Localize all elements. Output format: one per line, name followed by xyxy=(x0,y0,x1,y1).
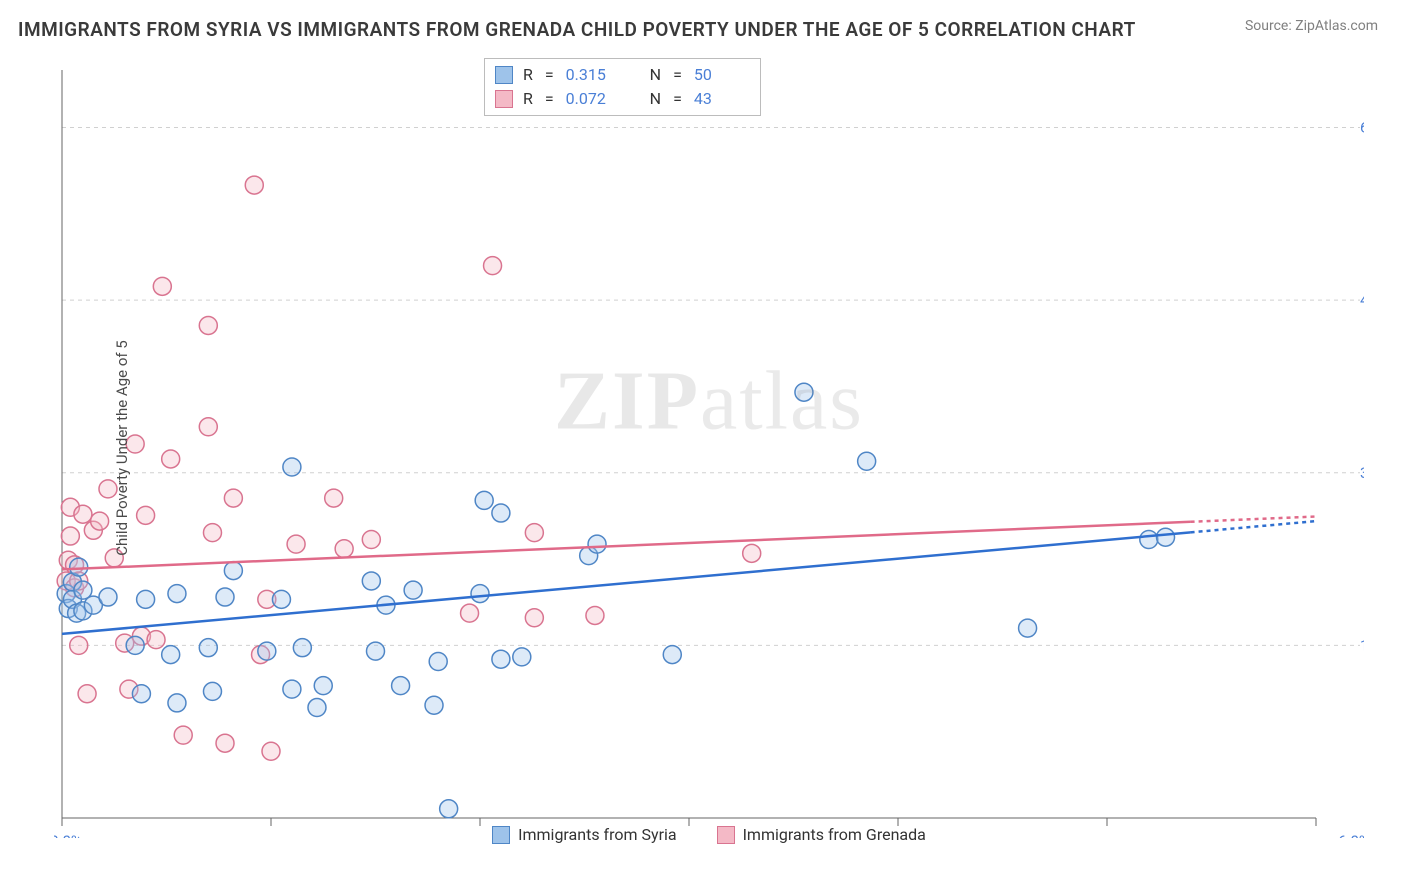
correlation-legend: R=0.315N=50R=0.072N=43 xyxy=(484,58,761,116)
point-grenada xyxy=(335,540,353,558)
point-syria xyxy=(168,694,186,712)
point-grenada xyxy=(61,527,79,545)
trendline-syria-extrapolated xyxy=(1191,521,1316,532)
point-grenada xyxy=(153,277,171,295)
point-grenada xyxy=(586,606,604,624)
point-syria xyxy=(858,452,876,470)
series-legend: Immigrants from Syria Immigrants from Gre… xyxy=(54,825,1364,844)
point-grenada xyxy=(70,636,88,654)
point-grenada xyxy=(325,489,343,507)
source-attribution: Source: ZipAtlas.com xyxy=(1245,18,1378,34)
point-grenada xyxy=(174,726,192,744)
point-grenada xyxy=(245,176,263,194)
point-syria xyxy=(258,642,276,660)
svg-text:60.0%: 60.0% xyxy=(1360,119,1364,137)
legend-swatch xyxy=(717,826,735,844)
trendline-grenada-extrapolated xyxy=(1191,516,1316,521)
point-syria xyxy=(272,590,290,608)
point-syria xyxy=(70,558,88,576)
point-syria xyxy=(475,491,493,509)
svg-text:30.0%: 30.0% xyxy=(1360,464,1364,482)
point-syria xyxy=(168,585,186,603)
point-grenada xyxy=(199,316,217,334)
point-grenada xyxy=(362,531,380,549)
point-syria xyxy=(137,590,155,608)
trendline-syria xyxy=(62,532,1191,633)
point-syria xyxy=(1019,619,1037,637)
legend-swatch xyxy=(495,90,513,108)
point-grenada xyxy=(78,685,96,703)
point-syria xyxy=(132,685,150,703)
point-syria xyxy=(126,636,144,654)
point-syria xyxy=(314,677,332,695)
point-grenada xyxy=(525,524,543,542)
svg-text:45.0%: 45.0% xyxy=(1360,291,1364,309)
point-syria xyxy=(588,535,606,553)
svg-text:15.0%: 15.0% xyxy=(1360,636,1364,654)
point-syria xyxy=(1157,528,1175,546)
legend-swatch xyxy=(495,66,513,84)
y-axis-label: Child Poverty Under the Age of 5 xyxy=(113,340,131,556)
point-syria xyxy=(308,699,326,717)
point-grenada xyxy=(147,631,165,649)
point-syria xyxy=(293,639,311,657)
point-syria xyxy=(99,588,117,606)
point-syria xyxy=(425,696,443,714)
point-grenada xyxy=(162,450,180,468)
point-syria xyxy=(392,677,410,695)
trendline-grenada xyxy=(62,522,1191,570)
point-grenada xyxy=(216,734,234,752)
point-grenada xyxy=(203,524,221,542)
point-grenada xyxy=(91,512,109,530)
point-grenada xyxy=(262,742,280,760)
point-grenada xyxy=(484,257,502,275)
point-syria xyxy=(492,504,510,522)
series-legend-item: Immigrants from Grenada xyxy=(717,825,926,844)
point-syria xyxy=(162,646,180,664)
point-syria xyxy=(283,680,301,698)
chart-title: IMMIGRANTS FROM SYRIA VS IMMIGRANTS FROM… xyxy=(18,18,1136,41)
point-grenada xyxy=(461,604,479,622)
point-syria xyxy=(513,648,531,666)
point-grenada xyxy=(743,544,761,562)
point-syria xyxy=(471,585,489,603)
point-syria xyxy=(199,639,217,657)
point-grenada xyxy=(199,418,217,436)
point-syria xyxy=(404,581,422,599)
point-grenada xyxy=(224,489,242,507)
scatter-plot-svg: 15.0%30.0%45.0%60.0%0.0%6.0% xyxy=(54,58,1364,838)
point-grenada xyxy=(287,535,305,553)
point-grenada xyxy=(74,505,92,523)
point-grenada xyxy=(525,609,543,627)
series-legend-item: Immigrants from Syria xyxy=(492,825,676,844)
point-syria xyxy=(224,562,242,580)
point-syria xyxy=(283,458,301,476)
point-syria xyxy=(367,642,385,660)
point-syria xyxy=(795,383,813,401)
legend-row: R=0.072N=43 xyxy=(495,87,750,111)
legend-swatch xyxy=(492,826,510,844)
point-syria xyxy=(492,650,510,668)
legend-row: R=0.315N=50 xyxy=(495,63,750,87)
point-syria xyxy=(203,682,221,700)
point-syria xyxy=(1140,531,1158,549)
point-syria xyxy=(216,588,234,606)
point-grenada xyxy=(137,506,155,524)
point-syria xyxy=(429,652,447,670)
point-syria xyxy=(663,646,681,664)
point-syria xyxy=(362,572,380,590)
chart-area: Child Poverty Under the Age of 5 15.0% 30… xyxy=(54,58,1364,838)
point-syria xyxy=(440,800,458,818)
